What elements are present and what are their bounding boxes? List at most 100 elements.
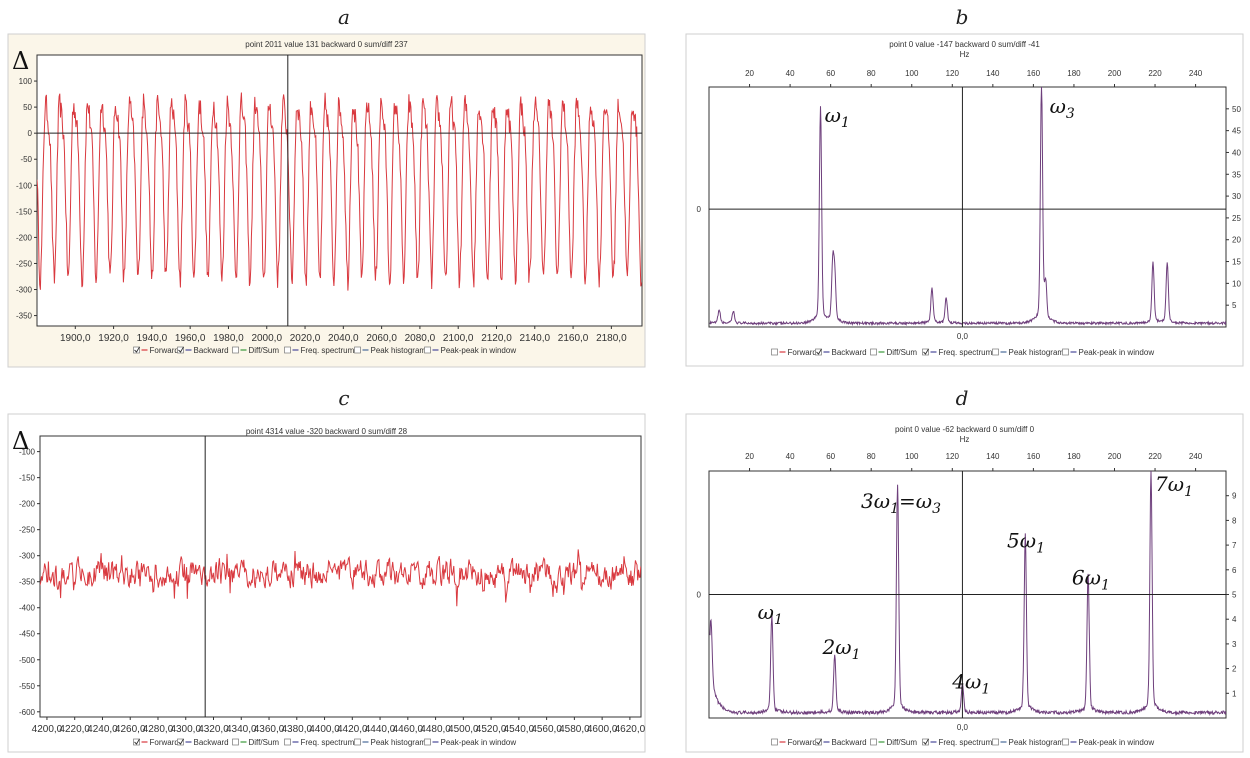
legend-item[interactable]: Diff/Sum xyxy=(232,346,280,355)
y-tick-label: -550 xyxy=(19,682,36,691)
legend-item[interactable]: Freq. spectrum xyxy=(922,348,993,357)
legend-checkbox xyxy=(232,346,239,354)
x-tick-label: 4580,0 xyxy=(559,724,590,735)
plot-area xyxy=(36,54,643,327)
legend-checkbox xyxy=(922,348,929,356)
x-tick-label: 4260,0 xyxy=(115,724,146,735)
legend-item[interactable]: Diff/Sum xyxy=(232,738,280,747)
x-tick-label: 4420,0 xyxy=(337,724,368,735)
peak-annotation: ω1 xyxy=(758,600,783,628)
x-tick-label: 160 xyxy=(1027,452,1041,461)
legend-checkbox xyxy=(354,738,361,746)
legend-label: Backward xyxy=(832,738,867,747)
x-tick-label: 180 xyxy=(1067,452,1081,461)
legend-item[interactable]: Freq. spectrum xyxy=(284,738,355,747)
y-tick-label: -250 xyxy=(16,259,33,268)
annotation-main: 7ω xyxy=(1155,472,1184,496)
legend-item[interactable]: Peak histogram xyxy=(354,738,427,747)
legend-checkbox xyxy=(992,348,999,356)
annotation-sub2: 3 xyxy=(932,501,941,517)
y-tick-label: 20 xyxy=(1232,236,1241,245)
legend-checkbox xyxy=(771,738,778,746)
y-tick-label: 100 xyxy=(19,77,33,86)
legend-item[interactable]: Peak-peak in window xyxy=(1062,348,1155,357)
legend-item[interactable]: Diff/Sum xyxy=(870,738,918,747)
y-tick-label: 1 xyxy=(1232,689,1237,698)
chart-title: point 0 value -62 backward 0 sum/diff 0 xyxy=(895,425,1035,434)
y-tick-label: 3 xyxy=(1232,640,1237,649)
x-tick-label: 2080,0 xyxy=(405,333,436,344)
series-line xyxy=(709,87,1226,327)
annotation-sub: 1 xyxy=(774,612,783,628)
legend-checkbox xyxy=(1062,348,1069,356)
y-tick-label: -500 xyxy=(19,656,36,665)
legend-item[interactable]: Backward xyxy=(177,738,229,747)
x-tick-label: 4440,0 xyxy=(365,724,396,735)
x-tick-label: 180 xyxy=(1067,69,1081,78)
chart-title: point 0 value -147 backward 0 sum/diff -… xyxy=(889,40,1040,49)
x-tick-label: 120 xyxy=(946,452,960,461)
legend: Forward Backward Diff/Sum Freq. spectrum Pea… xyxy=(133,346,517,355)
legend-checkbox xyxy=(424,346,431,354)
legend-item[interactable]: Freq. spectrum xyxy=(922,738,993,747)
y-tick-label: -150 xyxy=(19,474,36,483)
x-tick-label: 4220,0 xyxy=(59,724,90,735)
x-tick-label: 1920,0 xyxy=(98,333,129,344)
legend-item[interactable]: Backward xyxy=(177,346,229,355)
legend-item[interactable]: Peak-peak in window xyxy=(1062,738,1155,747)
y-tick-label: 40 xyxy=(1232,148,1241,157)
legend-checkbox xyxy=(815,738,822,746)
legend-label: Diff/Sum xyxy=(887,348,918,357)
legend-checkbox xyxy=(232,738,239,746)
legend-item[interactable]: Peak histogram xyxy=(992,738,1065,747)
legend-item[interactable]: Peak-peak in window xyxy=(424,346,517,355)
x-tick-label: 200 xyxy=(1108,452,1122,461)
y-tick-label: -350 xyxy=(16,312,33,321)
x-tick-label: 240 xyxy=(1189,452,1203,461)
legend-item[interactable]: Forward xyxy=(133,346,179,355)
legend-label: Freq. spectrum xyxy=(301,738,355,747)
x-tick-label: 4380,0 xyxy=(281,724,312,735)
legend-checkbox xyxy=(284,346,291,354)
legend-item[interactable]: Freq. spectrum xyxy=(284,346,355,355)
x-tick-label: 4320,0 xyxy=(198,724,229,735)
check-icon xyxy=(816,348,822,355)
x-tick-label: 4400,0 xyxy=(309,724,340,735)
legend-item[interactable]: Peak histogram xyxy=(354,346,427,355)
annotation-sub: 1 xyxy=(1184,484,1193,500)
legend-item[interactable]: Forward xyxy=(771,348,817,357)
check-icon xyxy=(134,346,140,353)
y-tick-label: 0 xyxy=(28,129,33,138)
check-icon xyxy=(178,738,184,745)
x-tick-label: 80 xyxy=(867,452,876,461)
y-tick-label: 25 xyxy=(1232,214,1241,223)
panel-letter-d: d xyxy=(955,386,969,410)
x-tick-label: 100 xyxy=(905,69,919,78)
x-tick-label: 4340,0 xyxy=(226,724,257,735)
x-tick-label: 4280,0 xyxy=(143,724,174,735)
y-tick-label: 8 xyxy=(1232,516,1237,525)
legend-item[interactable]: Forward xyxy=(133,738,179,747)
legend-label: Forward xyxy=(788,348,817,357)
x-tick-label: 2160,0 xyxy=(558,333,589,344)
legend-item[interactable]: Backward xyxy=(815,738,867,747)
x-tick-label: 1900,0 xyxy=(60,333,91,344)
legend-label: Backward xyxy=(194,346,229,355)
legend-label: Forward xyxy=(150,738,179,747)
left-marker-label: 0 xyxy=(697,591,702,600)
legend-item[interactable]: Backward xyxy=(815,348,867,357)
legend-item[interactable]: Peak histogram xyxy=(992,348,1065,357)
legend-item[interactable]: Forward xyxy=(771,738,817,747)
y-tick-label: -100 xyxy=(19,448,36,457)
panel-letter-a: a xyxy=(338,5,350,29)
annotation-main: ω xyxy=(1050,94,1066,118)
x-tick-label: 2020,0 xyxy=(290,333,321,344)
legend-checkbox xyxy=(922,738,929,746)
y-tick-label: 5 xyxy=(1232,591,1237,600)
series-line xyxy=(40,549,641,607)
legend-item[interactable]: Peak-peak in window xyxy=(424,738,517,747)
legend-item[interactable]: Diff/Sum xyxy=(870,348,918,357)
x-tick-label: 20 xyxy=(745,69,754,78)
panel-letter-b: b xyxy=(955,5,969,29)
